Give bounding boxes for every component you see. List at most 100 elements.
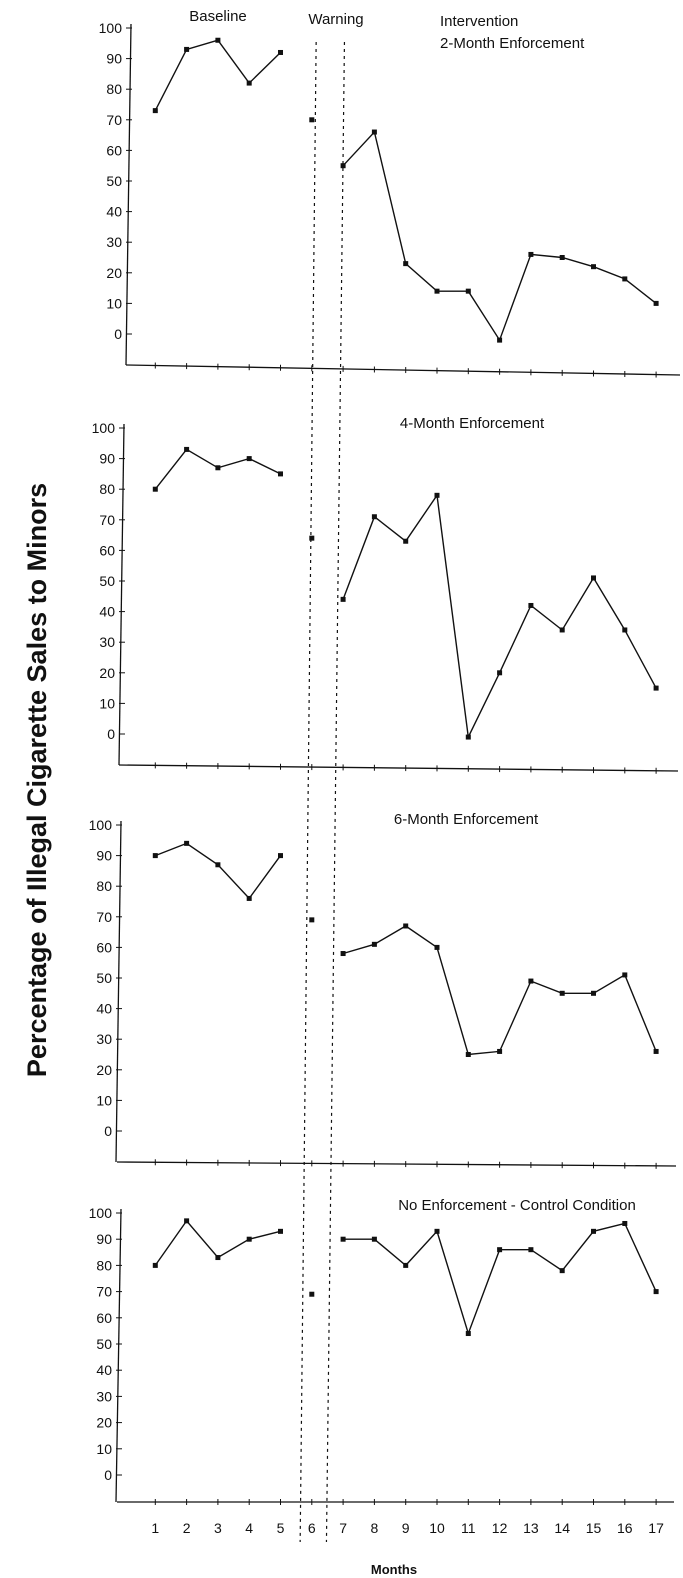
y-tick-label: 20: [106, 265, 122, 281]
y-tick-label: 90: [99, 451, 115, 467]
x-tick-label: 4: [245, 1520, 253, 1536]
baseline-point: [246, 456, 252, 462]
baseline-phase-label: Baseline: [189, 8, 247, 25]
x-tick-label: 2: [183, 1520, 191, 1536]
intervention-point: [465, 288, 471, 294]
y-tick-label: 0: [114, 326, 122, 342]
intervention-point: [559, 990, 565, 996]
x-tick-label: 3: [214, 1520, 222, 1536]
intervention-point: [559, 1268, 565, 1274]
x-tick-label: 12: [492, 1520, 508, 1536]
y-tick-label: 60: [96, 939, 112, 955]
x-tick-label: 13: [523, 1520, 539, 1536]
intervention-point: [465, 1052, 471, 1057]
intervention-point: [528, 1247, 534, 1253]
baseline-point: [215, 1255, 221, 1261]
y-axis-line: [125, 23, 132, 366]
y-tick-label: 90: [106, 51, 122, 67]
x-tick-label: 7: [339, 1520, 347, 1536]
intervention-point: [591, 1228, 596, 1234]
intervention-point: [622, 627, 628, 633]
intervention-point: [622, 276, 628, 282]
y-tick-label: 30: [99, 634, 115, 650]
warning-point: [309, 1291, 315, 1297]
x-tick-label: 14: [554, 1520, 570, 1536]
x-tick-label: 5: [277, 1520, 285, 1536]
intervention-point: [403, 923, 409, 929]
intervention-point: [465, 1331, 471, 1337]
baseline-point: [152, 853, 158, 859]
intervention-point: [622, 1220, 628, 1226]
intervention-point: [371, 514, 377, 520]
y-tick-label: 40: [96, 1362, 112, 1378]
y-axis-line: [115, 820, 122, 1163]
intervention-point: [371, 129, 377, 135]
intervention-point: [340, 951, 346, 957]
y-tick-label: 70: [99, 512, 115, 528]
phase-header: Baseline Warning Intervention: [189, 8, 518, 30]
y-tick-label: 10: [96, 1441, 112, 1457]
intervention-point: [434, 492, 440, 498]
intervention-point: [403, 1262, 409, 1268]
intervention-point: [591, 575, 596, 581]
y-tick-label: 60: [99, 542, 115, 558]
intervention-point: [622, 972, 628, 978]
panel-title: 4-Month Enforcement: [400, 415, 545, 432]
y-tick-label: 80: [96, 878, 112, 894]
y-tick-label: 90: [96, 848, 112, 864]
x-tick-label: 1: [151, 1520, 159, 1536]
warning-phase-label: Warning: [308, 11, 363, 28]
x-tick-label: 9: [402, 1520, 410, 1536]
panel-title: 6-Month Enforcement: [394, 811, 539, 828]
baseline-point: [184, 1218, 190, 1224]
y-tick-label: 40: [96, 1001, 112, 1017]
intervention-point: [497, 1247, 503, 1253]
intervention-point: [528, 978, 534, 984]
x-tick-label: 8: [371, 1520, 379, 1536]
panel-title: 2-Month Enforcement: [440, 35, 585, 52]
y-tick-label: 70: [96, 1284, 112, 1300]
intervention-point: [497, 670, 503, 676]
y-tick-label: 0: [104, 1467, 112, 1483]
baseline-point: [278, 853, 283, 859]
baseline-point: [278, 49, 283, 55]
y-tick-label: 50: [96, 970, 112, 986]
baseline-line: [155, 842, 282, 900]
intervention-point: [559, 255, 565, 260]
warning-point: [309, 917, 315, 923]
baseline-point: [152, 108, 158, 114]
y-tick-label: 10: [99, 695, 115, 711]
intervention-point: [403, 538, 409, 544]
x-tick-label: 16: [617, 1520, 633, 1536]
intervention-point: [434, 288, 440, 294]
y-axis-title: Percentage of Illegal Cigarette Sales to…: [22, 483, 52, 1077]
x-tick-label: 11: [461, 1520, 476, 1536]
intervention-point: [653, 685, 659, 691]
y-tick-label: 30: [96, 1031, 112, 1047]
y-tick-label: 60: [96, 1310, 112, 1326]
intervention-point: [340, 163, 346, 169]
warning-point: [309, 117, 315, 123]
intervention-point: [434, 944, 440, 950]
x-axis-line: [116, 1161, 677, 1167]
y-tick-label: 80: [99, 481, 115, 497]
y-tick-label: 0: [107, 726, 115, 742]
intervention-point: [653, 300, 659, 306]
y-tick-label: 100: [89, 817, 113, 833]
baseline-point: [184, 46, 190, 52]
y-tick-label: 50: [106, 173, 122, 189]
intervention-point: [497, 1048, 503, 1054]
y-tick-label: 30: [106, 234, 122, 250]
y-axis-line: [115, 1208, 122, 1503]
y-tick-label: 40: [106, 204, 122, 220]
baseline-point: [152, 486, 158, 492]
intervention-point: [434, 1228, 440, 1234]
intervention-line: [343, 1222, 657, 1336]
phase-boundary-line: [325, 41, 346, 1543]
intervention-point: [465, 734, 471, 740]
intervention-point: [371, 941, 377, 947]
intervention-point: [371, 1236, 377, 1242]
